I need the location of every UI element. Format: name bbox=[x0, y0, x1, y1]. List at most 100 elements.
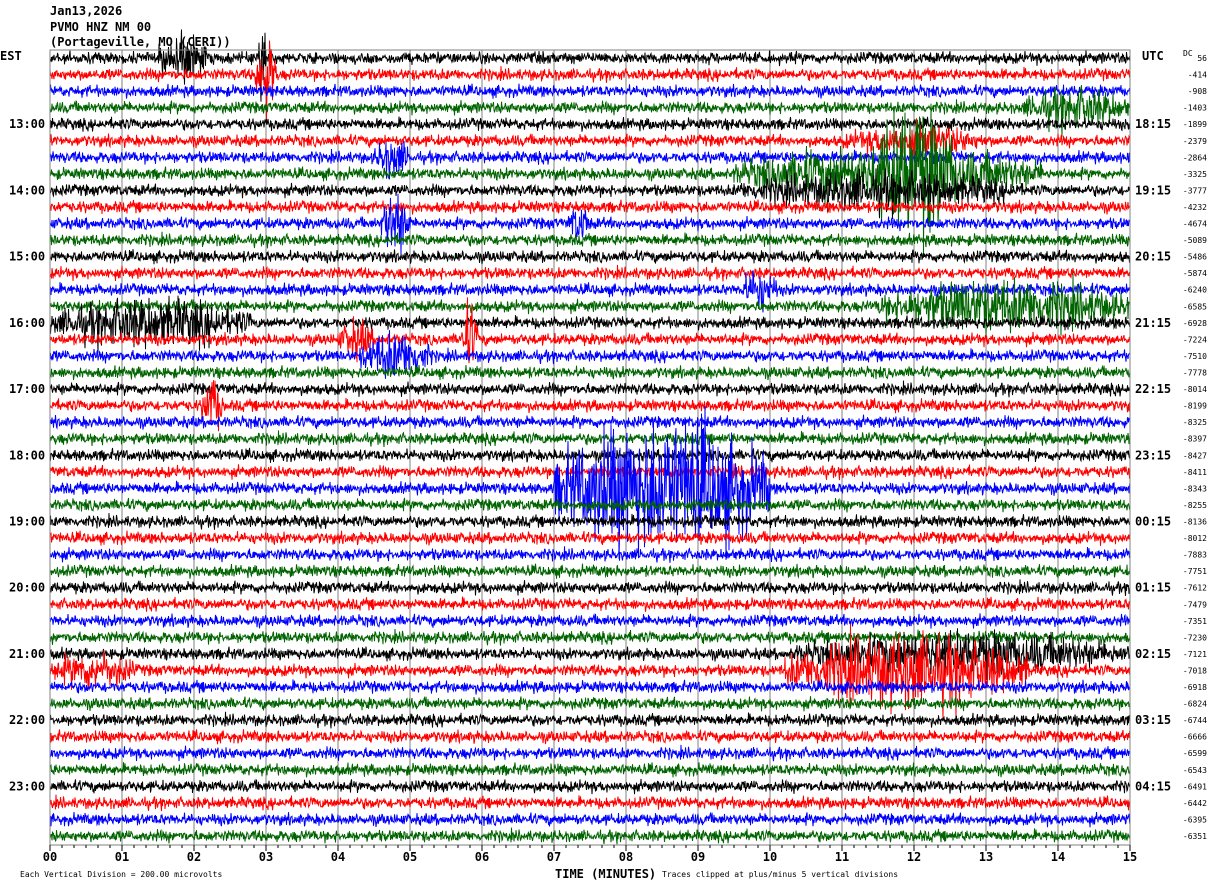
trace-row-26 bbox=[49, 406, 1131, 560]
trace-row-24 bbox=[49, 447, 1131, 463]
trace-row-27 bbox=[49, 497, 1131, 513]
row-offset-label: -1899 bbox=[1183, 120, 1207, 129]
right-hour-label: 04:15 bbox=[1135, 779, 1171, 793]
left-hour-label: 15:00 bbox=[9, 250, 45, 264]
trace-row-33 bbox=[49, 596, 1131, 612]
trace-row-20 bbox=[49, 380, 1131, 398]
x-tick-label: 05 bbox=[403, 850, 417, 864]
x-tick-label: 12 bbox=[907, 850, 921, 864]
trace-row-44 bbox=[49, 778, 1131, 795]
row-offset-label: -7224 bbox=[1183, 335, 1207, 344]
row-offset-label: -6351 bbox=[1183, 832, 1207, 841]
left-hour-label: 20:00 bbox=[9, 581, 45, 595]
row-offset-label: -4674 bbox=[1183, 220, 1207, 229]
location-label: (Portageville, MO (CERI)) bbox=[50, 35, 231, 49]
trace-row-16 bbox=[49, 295, 1131, 353]
row-offset-label: -7778 bbox=[1183, 369, 1207, 378]
row-offset-label: -6599 bbox=[1183, 749, 1207, 758]
trace-row-17 bbox=[49, 297, 1131, 364]
row-offset-label: -5874 bbox=[1183, 269, 1207, 278]
row-offset-label: -5486 bbox=[1183, 253, 1207, 262]
trace-row-15 bbox=[49, 273, 1131, 337]
row-offset-label: -6442 bbox=[1183, 799, 1207, 808]
row-offset-label: -6395 bbox=[1183, 815, 1207, 824]
row-offset-label: -6585 bbox=[1183, 302, 1207, 311]
row-offset-label: -6543 bbox=[1183, 766, 1207, 775]
row-offset-label: -8136 bbox=[1183, 517, 1207, 526]
left-hour-label: 23:00 bbox=[9, 779, 45, 793]
left-hour-label: 21:00 bbox=[9, 647, 45, 661]
trace-row-34 bbox=[49, 613, 1131, 629]
left-hour-label: 13:00 bbox=[9, 117, 45, 131]
dc-value: 56 bbox=[1197, 54, 1207, 63]
row-offset-label: -3325 bbox=[1183, 170, 1207, 179]
trace-row-46 bbox=[49, 811, 1131, 828]
trace-row-22 bbox=[49, 414, 1131, 431]
x-tick-label: 13 bbox=[979, 850, 993, 864]
trace-row-3 bbox=[49, 85, 1131, 138]
date-label: Jan13,2026 bbox=[50, 4, 122, 18]
trace-row-32 bbox=[49, 579, 1131, 596]
right-hour-label: 01:15 bbox=[1135, 581, 1171, 595]
left-hour-label: 18:00 bbox=[9, 448, 45, 462]
trace-row-36 bbox=[49, 628, 1131, 681]
row-offset-label: -8411 bbox=[1183, 468, 1207, 477]
trace-row-47 bbox=[49, 827, 1131, 845]
row-offset-label: -908 bbox=[1188, 87, 1207, 96]
x-tick-label: 00 bbox=[43, 850, 57, 864]
trace-row-1 bbox=[49, 40, 1131, 120]
row-offset-label: -2864 bbox=[1183, 153, 1207, 162]
trace-row-43 bbox=[49, 762, 1131, 778]
x-tick-label: 10 bbox=[763, 850, 777, 864]
trace-row-29 bbox=[49, 530, 1131, 546]
dc-label: DC bbox=[1183, 49, 1193, 58]
row-offset-label: -6666 bbox=[1183, 733, 1207, 742]
left-hour-label: 19:00 bbox=[9, 514, 45, 528]
right-hour-label: 18:15 bbox=[1135, 117, 1171, 131]
right-hour-label: 02:15 bbox=[1135, 647, 1171, 661]
row-offset-label: -6744 bbox=[1183, 716, 1207, 725]
right-hour-label: 23:15 bbox=[1135, 448, 1171, 462]
x-tick-label: 03 bbox=[259, 850, 273, 864]
trace-row-11 bbox=[49, 231, 1131, 249]
row-offset-label: -7351 bbox=[1183, 617, 1207, 626]
row-offset-label: -3777 bbox=[1183, 186, 1207, 195]
row-offset-label: -6824 bbox=[1183, 700, 1207, 709]
row-offset-label: -8397 bbox=[1183, 435, 1207, 444]
x-tick-label: 04 bbox=[331, 850, 345, 864]
row-offset-label: -4232 bbox=[1183, 203, 1207, 212]
trace-row-0 bbox=[49, 29, 1131, 102]
clip-note: Traces clipped at plus/minus 5 vertical … bbox=[662, 870, 898, 879]
row-offset-label: -7883 bbox=[1183, 551, 1207, 560]
row-offset-label: -7230 bbox=[1183, 633, 1207, 642]
trace-row-19 bbox=[49, 364, 1131, 381]
x-tick-label: 09 bbox=[691, 850, 705, 864]
row-offset-label: -8427 bbox=[1183, 451, 1207, 460]
vertical-division-note: Each Vertical Division = 200.00 microvol… bbox=[20, 870, 222, 879]
right-timezone-label: UTC bbox=[1142, 49, 1164, 63]
trace-row-30 bbox=[49, 546, 1131, 563]
right-hour-label: 21:15 bbox=[1135, 316, 1171, 330]
row-offset-label: -1403 bbox=[1183, 104, 1207, 113]
trace-row-4 bbox=[49, 116, 1131, 132]
minute-gridlines bbox=[121, 50, 1059, 845]
right-hour-label: 22:15 bbox=[1135, 382, 1171, 396]
row-offset-label: -7751 bbox=[1183, 567, 1207, 576]
row-offset-label: -6928 bbox=[1183, 319, 1207, 328]
left-timezone-label: EST bbox=[0, 49, 22, 63]
row-offset-label: -7479 bbox=[1183, 600, 1207, 609]
row-offset-label: -6240 bbox=[1183, 286, 1207, 295]
trace-row-2 bbox=[49, 83, 1131, 99]
right-hour-label: 03:15 bbox=[1135, 713, 1171, 727]
traces bbox=[49, 29, 1131, 845]
row-offset-label: -8325 bbox=[1183, 418, 1207, 427]
trace-row-41 bbox=[49, 728, 1131, 745]
trace-row-31 bbox=[49, 563, 1131, 579]
right-hour-label: 19:15 bbox=[1135, 183, 1171, 197]
trace-row-12 bbox=[49, 248, 1131, 265]
row-labels: 56 -414 -908 -1403 -1899 13:00 18:15 -2379 -2864… bbox=[9, 54, 1207, 841]
row-offset-label: -8343 bbox=[1183, 484, 1207, 493]
row-offset-label: -5089 bbox=[1183, 236, 1207, 245]
x-tick-label: 08 bbox=[619, 850, 633, 864]
